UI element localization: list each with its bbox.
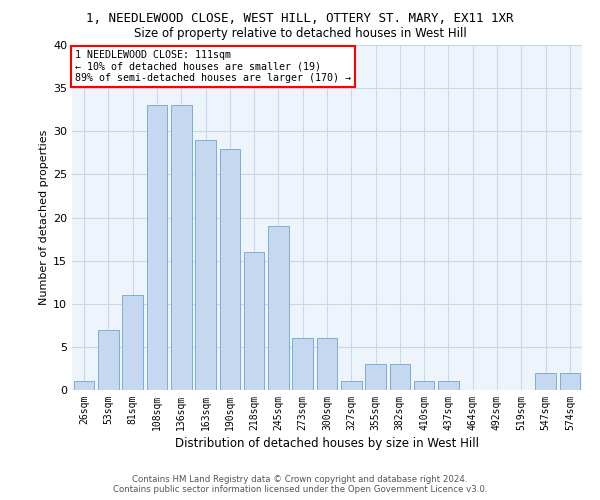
Y-axis label: Number of detached properties: Number of detached properties <box>39 130 49 305</box>
Text: Size of property relative to detached houses in West Hill: Size of property relative to detached ho… <box>134 28 466 40</box>
Bar <box>341 382 362 390</box>
Bar <box>292 338 313 390</box>
Bar <box>365 364 386 390</box>
Bar <box>268 226 289 390</box>
Bar <box>535 373 556 390</box>
Bar <box>438 382 459 390</box>
Bar <box>560 373 580 390</box>
X-axis label: Distribution of detached houses by size in West Hill: Distribution of detached houses by size … <box>175 437 479 450</box>
Bar <box>317 338 337 390</box>
Bar <box>220 148 240 390</box>
Text: Contains HM Land Registry data © Crown copyright and database right 2024.
Contai: Contains HM Land Registry data © Crown c… <box>113 474 487 494</box>
Bar <box>195 140 216 390</box>
Bar <box>98 330 119 390</box>
Bar <box>171 106 191 390</box>
Text: 1 NEEDLEWOOD CLOSE: 111sqm
← 10% of detached houses are smaller (19)
89% of semi: 1 NEEDLEWOOD CLOSE: 111sqm ← 10% of deta… <box>74 50 350 84</box>
Bar <box>389 364 410 390</box>
Bar <box>74 382 94 390</box>
Bar <box>244 252 265 390</box>
Bar <box>146 106 167 390</box>
Text: 1, NEEDLEWOOD CLOSE, WEST HILL, OTTERY ST. MARY, EX11 1XR: 1, NEEDLEWOOD CLOSE, WEST HILL, OTTERY S… <box>86 12 514 26</box>
Bar <box>122 295 143 390</box>
Bar <box>414 382 434 390</box>
